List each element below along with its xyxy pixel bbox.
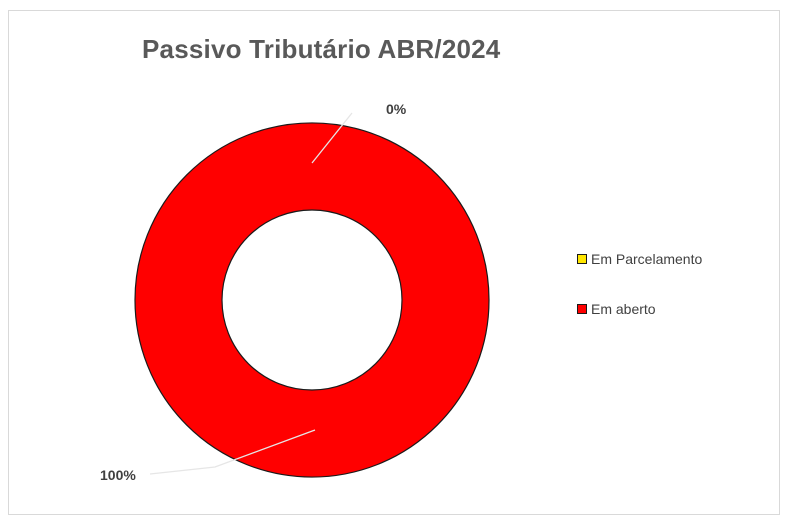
legend-swatch-em-aberto	[577, 304, 587, 314]
legend-item-em-aberto: Em aberto	[577, 300, 702, 318]
data-label-em-aberto: 100%	[100, 467, 136, 483]
chart-title: Passivo Tributário ABR/2024	[142, 34, 501, 64]
legend-label-em-aberto: Em aberto	[591, 301, 656, 317]
leader-line-em-aberto	[149, 429, 316, 475]
donut-slice-em-aberto	[134, 122, 490, 478]
legend-label-em-parcelamento: Em Parcelamento	[591, 251, 703, 267]
leader-line-em-parcelamento	[311, 112, 353, 164]
legend-item-em-parcelamento: Em Parcelamento	[577, 250, 702, 268]
legend-swatch-em-parcelamento	[577, 254, 587, 264]
legend: Em Parcelamento Em aberto	[577, 250, 702, 350]
data-label-em-parcelamento: 0%	[386, 101, 407, 117]
